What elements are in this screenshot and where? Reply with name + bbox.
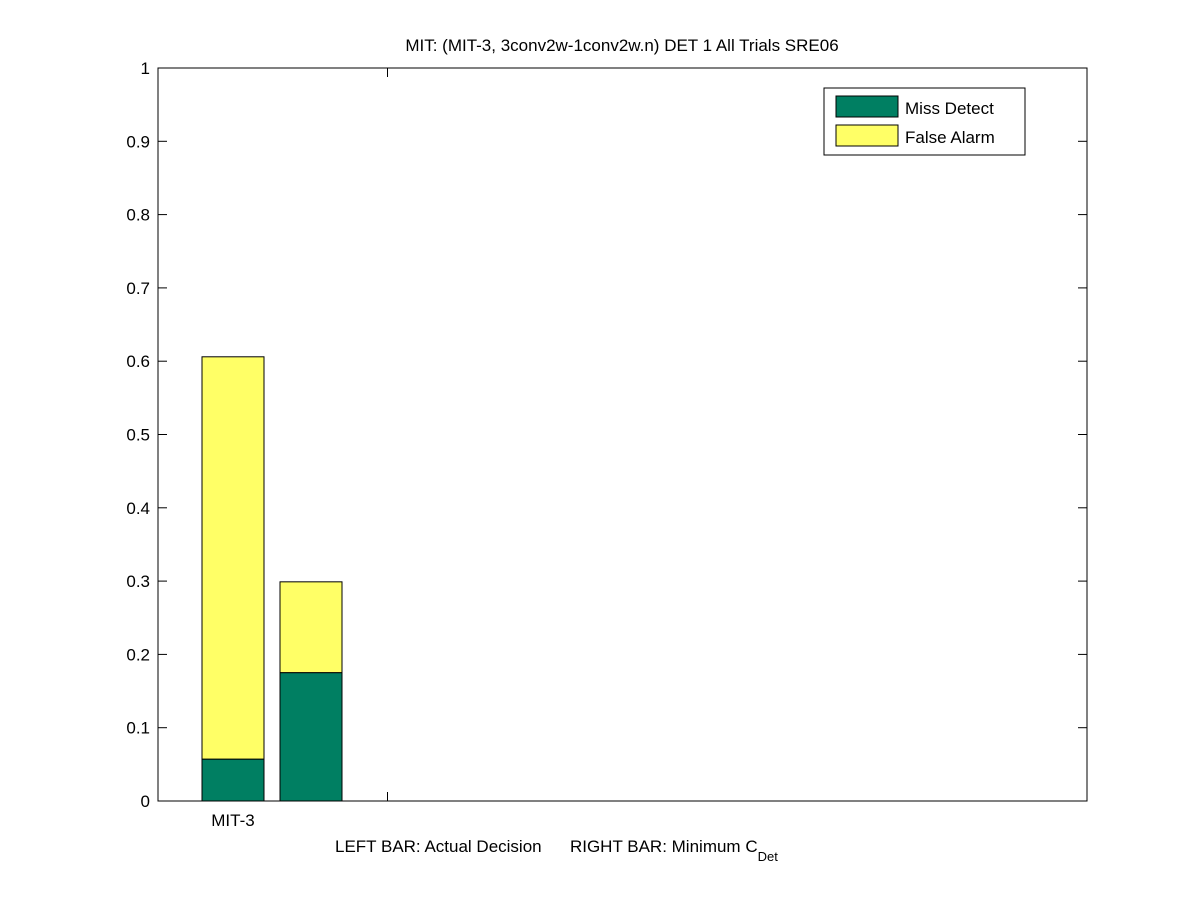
y-tick-label: 0.7 [126,279,150,298]
bar-false-alarm [279,581,343,674]
y-tick-label: 0 [141,792,150,811]
bar-miss-detect [279,672,343,802]
chart-title: MIT: (MIT-3, 3conv2w-1conv2w.n) DET 1 Al… [405,36,838,55]
y-tick-label: 0.6 [126,352,150,371]
y-tick-label: 0.1 [126,719,150,738]
y-tick-label: 0.8 [126,206,150,225]
y-tick-label: 1 [141,59,150,78]
y-tick-label: 0.2 [126,645,150,664]
x-axis-label: LEFT BAR: Actual Decision RIGHT BAR: Min… [335,837,778,864]
x-axis-label-main: LEFT BAR: Actual Decision RIGHT BAR: Min… [335,837,758,856]
y-tick-label: 0.5 [126,426,150,445]
x-tick-label: MIT-3 [211,811,254,830]
y-tick-label: 0.4 [126,499,150,518]
legend-label-miss-detect: Miss Detect [905,99,994,118]
x-axis-label-subscript: Det [758,849,779,864]
y-tick-label: 0.9 [126,132,150,151]
bar-false-alarm [201,356,265,760]
bars [201,356,343,802]
legend-swatch-miss-detect [835,95,899,118]
bar-miss-detect [201,758,265,802]
legend: Miss Detect False Alarm [823,87,1026,156]
x-axis: MIT-3 [211,68,388,830]
legend-label-false-alarm: False Alarm [905,128,995,147]
legend-swatch-false-alarm [835,124,899,147]
y-axis: 0 0.1 0.2 0.3 0.4 0.5 0.6 0.7 0.8 0.9 1 [126,59,1087,811]
y-tick-label: 0.3 [126,572,150,591]
